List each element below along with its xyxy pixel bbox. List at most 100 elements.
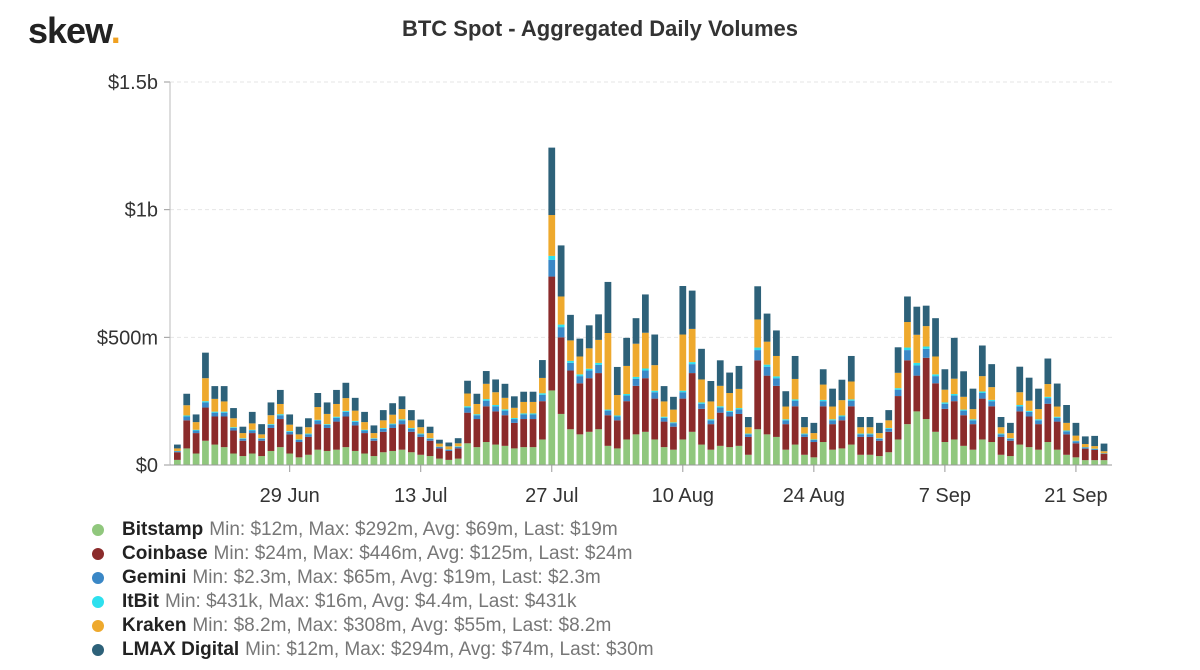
legend-item-kraken[interactable]: Kraken Min: $8.2m, Max: $308m, Avg: $55m… [92,614,654,638]
bar-segment-kraken [267,415,275,425]
bar-segment-kraken [670,409,677,423]
bar-segment-gemini [342,411,350,417]
bar-segment-gemini [492,406,499,412]
bar-segment-lmax-digital [436,439,443,444]
bar-segment-coinbase [539,401,546,440]
bar-segment-kraken [1072,435,1080,441]
bar-segment-itbit [960,409,967,411]
bar-segment-lmax-digital [1035,388,1042,410]
bar-segment-coinbase [782,424,790,450]
bar-segment-coinbase [819,406,827,443]
bar-segment-lmax-digital [754,286,762,320]
bar-segment-lmax-digital [202,352,209,379]
legend-item-itbit[interactable]: ItBit Min: $431k, Max: $16m, Avg: $4.4m,… [92,590,654,614]
bar-segment-bitstamp [932,431,939,465]
x-tick-label: 7 Sep [919,485,971,507]
bar-segment-lmax-digital [950,337,958,379]
bar-segment-itbit [866,433,874,435]
bar-segment-gemini [295,439,303,443]
bar-segment-lmax-digital [773,330,780,356]
bar-segment-coinbase [323,427,331,451]
bar-segment-itbit [464,406,471,408]
bar-segment-bitstamp [585,431,593,465]
bar-segment-kraken [174,448,181,451]
bar-segment-coinbase [276,419,284,448]
bar-segment-lmax-digital [876,422,883,434]
bar-segment-lmax-digital [642,294,649,333]
bar-segment-coinbase [632,385,640,435]
bar-segment-kraken [932,356,939,375]
bar-segment-lmax-digital [604,281,612,333]
legend-label-lmax-digital: LMAX Digital [122,639,240,660]
legend-marker-gemini [92,572,104,584]
bar-segment-kraken [379,420,387,428]
bar-segment-lmax-digital [1072,422,1080,436]
bar-segment-itbit [258,438,265,439]
bar-segment-lmax-digital [932,318,939,357]
bar-segment-gemini [585,370,593,379]
bar-segment-kraken [482,383,490,400]
bar-segment-lmax-digital [379,410,387,421]
x-tick-label: 13 Jul [394,485,447,507]
bar-segment-kraken [1007,433,1014,439]
bar-segment-itbit [295,439,303,440]
bar-segment-lmax-digital [707,381,715,402]
bar-segment-gemini [810,439,818,443]
bar-segment-bitstamp [782,449,790,465]
bar-segment-itbit [557,324,565,328]
bar-segment-bitstamp [735,445,743,465]
legend-label-coinbase: Coinbase [122,543,208,564]
bar-segment-bitstamp [211,444,219,465]
bar-segment-gemini [1016,406,1024,412]
bar-segment-bitstamp [876,456,883,465]
bar-segment-kraken [913,334,921,363]
bar-segment-kraken [211,398,219,412]
bar-segment-lmax-digital [913,306,921,335]
bar-segment-itbit [211,411,219,413]
bar-segment-kraken [398,409,406,420]
bar-segment-gemini [698,403,705,409]
bar-segment-gemini [716,407,724,413]
bar-segment-bitstamp [183,448,191,465]
bar-segment-itbit [744,433,752,435]
legend-item-gemini[interactable]: Gemini Min: $2.3m, Max: $65m, Avg: $19m,… [92,566,654,590]
bar-segment-gemini [174,451,181,453]
bar-segment-gemini [1053,417,1061,422]
bar-segment-itbit [632,376,640,379]
bar-segment-gemini [913,365,921,376]
bar-segment-bitstamp [1091,460,1099,465]
bar-segment-gemini [501,410,509,416]
bar-segment-coinbase [1035,424,1042,450]
bar-segment-kraken [220,401,228,412]
bar-segment-lmax-digital [567,314,574,341]
bar-segment-bitstamp [632,434,640,465]
legend-item-bitstamp[interactable]: Bitstamp Min: $12m, Max: $292m, Avg: $69… [92,518,654,542]
bar-segment-itbit [333,416,340,418]
bar-segment-kraken [1016,392,1024,405]
bar-segment-coinbase [248,433,256,454]
bar-segment-bitstamp [651,439,659,465]
y-tick-label: $1.5b [108,72,158,94]
legend-item-coinbase[interactable]: Coinbase Min: $24m, Max: $446m, Avg: $12… [92,542,654,566]
bar-segment-kraken [276,403,284,415]
bar-segment-kraken [660,401,668,417]
bar-segment-itbit [192,429,200,431]
bar-segment-lmax-digital [810,422,818,434]
bar-segment-gemini [529,414,537,420]
stacked-bar-chart: $0 $500m $1b $1.5b 29 Jun 13 Jul 27 Jul 10 Aug… [97,72,1112,507]
bar-segment-lmax-digital [838,379,846,401]
bar-segment-kraken [202,378,209,402]
bar-segment-kraken [454,443,462,447]
bar-segment-gemini [557,327,565,338]
bar-segment-bitstamp [679,439,687,465]
bar-segment-lmax-digital [1053,383,1061,407]
bar-segment-lmax-digital [894,347,902,373]
bar-segment-gemini [997,434,1005,437]
bar-segment-gemini [744,434,752,437]
bar-segment-coinbase [801,436,808,455]
legend-item-lmax-digital[interactable]: LMAX Digital Min: $12m, Max: $294m, Avg:… [92,638,654,662]
bar-segment-gemini [576,376,584,384]
bar-segment-lmax-digital [267,402,275,416]
bar-segment-bitstamp [464,443,471,465]
bar-segment-gemini [464,407,471,413]
